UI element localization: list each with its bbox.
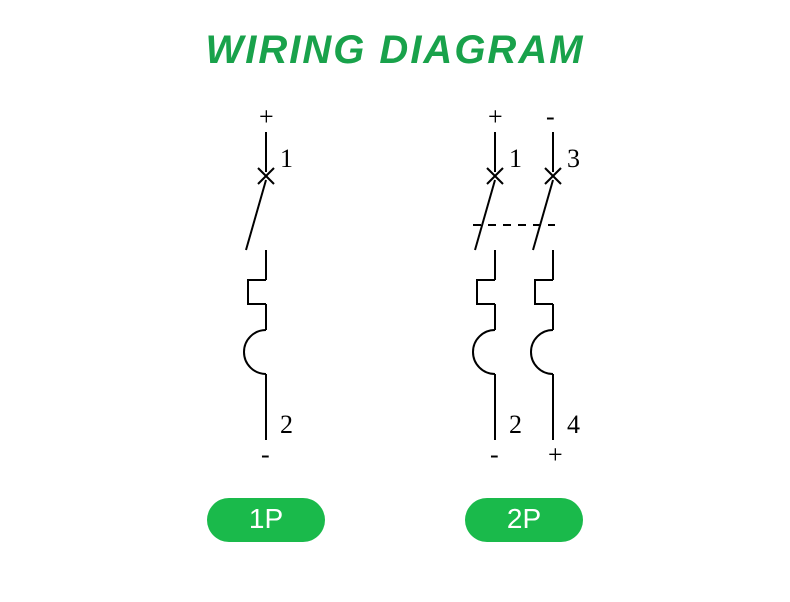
terminal-polarity-top: + <box>488 102 503 132</box>
terminal-polarity-bottom: - <box>490 440 499 470</box>
terminal-label-in: 3 <box>567 144 580 174</box>
terminal-polarity-top: - <box>546 102 555 132</box>
diagram-2p: +12--34+ <box>465 120 583 480</box>
terminal-polarity-top: + <box>259 102 274 132</box>
terminal-label-in: 1 <box>509 144 522 174</box>
panel-1p: +12-1P <box>207 120 325 560</box>
terminal-label-out: 2 <box>509 410 522 440</box>
diagram-row: +12-1P+12--34+ 2P <box>0 120 790 560</box>
terminal-polarity-bottom: - <box>261 440 270 470</box>
page-title: WIRING DIAGRAM <box>0 28 790 73</box>
panel-2p: +12--34+ 2P <box>465 120 583 560</box>
terminal-polarity-bottom: + <box>548 440 563 470</box>
pole-count-badge: 1P <box>207 498 325 542</box>
pole-count-badge: 2P <box>465 498 583 542</box>
diagram-1p: +12- <box>236 120 296 480</box>
terminal-label-in: 1 <box>280 144 293 174</box>
terminal-label-out: 2 <box>280 410 293 440</box>
terminal-label-out: 4 <box>567 410 580 440</box>
